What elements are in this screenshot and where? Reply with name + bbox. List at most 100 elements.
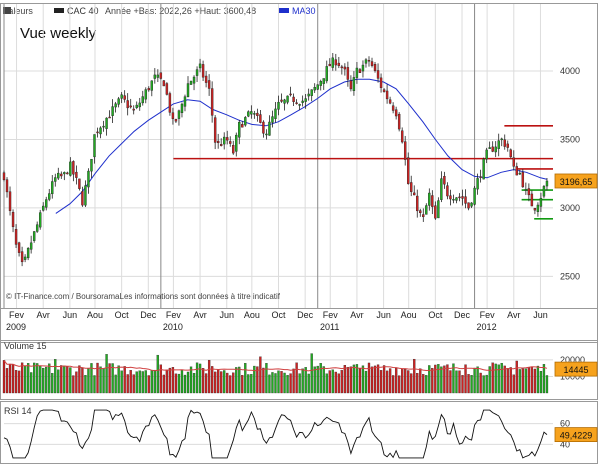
volume-bar-down [132,374,135,394]
price-grid [3,4,553,308]
candle-up [488,147,491,149]
volume-bar-up [316,365,319,394]
volume-bar-down [382,365,386,394]
volume-bar-up [274,373,277,394]
volume-bar-up [54,359,57,394]
candle-down [416,195,419,212]
volume-bar-up [304,367,307,394]
candle-down [446,185,449,197]
x-tick-label-year: 2010 [163,322,183,332]
candle-up [183,96,187,107]
candle-down [379,77,383,89]
volume-bar-up [135,371,138,394]
x-tick-label-month: Dec [140,310,157,320]
volume-bar-down [201,368,205,394]
volume-bar-up [90,363,93,394]
rsi-panel-frame [0,401,598,464]
candle-down [219,144,223,146]
volume-bar-down [416,373,419,394]
candle-down [81,191,84,206]
ma30-line [55,78,547,214]
rsi-title: RSI 14 [4,406,32,416]
volume-bar-down [11,364,15,394]
candle-down [367,60,371,62]
volume-bar-up [183,374,187,394]
candle-up [156,74,160,78]
volume-bar-up [265,363,268,394]
candle-down [207,80,211,89]
x-tick-label-month: Avr [350,310,363,320]
candle-up [93,134,96,158]
candle-up [298,104,301,106]
volume-bar-down [217,369,220,394]
volume-bar-down [126,374,129,394]
rsi-polyline [3,409,548,459]
candle-up [180,103,184,114]
volume-bar-down [479,372,482,394]
volume-bar-down [446,364,449,394]
volume-bar-up [42,367,45,394]
volume-bar-up [545,375,549,394]
candle-down [226,137,229,141]
volume-bar-up [26,363,30,394]
volume-bar-down [171,367,175,394]
volume-bar-down [108,363,111,394]
volume-bar-up [29,372,33,394]
volume-bar-up [319,363,322,394]
candle-up [84,185,87,206]
candle-up [455,197,458,201]
x-tick-label-month: Jun [376,310,391,320]
volume-bar-up [298,373,301,394]
volume-bar-down [346,366,350,394]
volume-bar-down [413,358,416,394]
candle-up [313,87,316,91]
volume-bar-up [138,370,141,394]
price-level-lines [173,124,553,220]
candle-down [171,112,175,120]
volume-bar-down [515,360,518,394]
volume-bar-down [521,368,524,394]
candle-up [485,149,488,160]
price-y-tick-label: 3500 [560,134,580,144]
volume-bar-down [373,365,377,394]
candle-down [8,191,12,211]
candle-down [5,179,9,193]
price-y-tick-label: 4000 [560,66,580,76]
volume-bar-up [283,372,286,394]
candle-up [494,146,497,153]
volume-badge-box [554,361,598,377]
volume-bar-down [72,375,75,394]
legend-cac-swatch [3,7,11,14]
candle-down [343,66,347,70]
volume-bar-up [39,366,42,394]
candle-up [244,117,247,126]
volume-bar-up [33,362,36,394]
candle-up [144,89,147,100]
volume-bar-up [322,366,325,394]
x-tick-label-year: 2009 [6,322,26,332]
volume-bar-up [57,369,60,394]
candle-up [235,134,238,152]
candle-down [422,214,425,218]
volume-bar-down [147,375,150,394]
candle-down [262,121,265,134]
x-tick-label-month: Aou [87,310,103,320]
volume-bar-down [443,365,446,394]
candle-up [539,197,543,207]
candle-up [198,63,202,69]
volume-bar-up [105,354,108,394]
candle-down [515,166,519,176]
volume-bar-down [159,364,163,394]
volume-bar-up [102,368,105,394]
volume-bar-down [391,375,395,394]
candle-up [283,99,286,104]
volume-bar-up [518,369,521,394]
volume-bar-up [51,373,54,394]
candle-up [364,59,368,64]
candle-up [542,186,546,197]
volume-bar-up [428,365,431,394]
x-tick-label-year: 2011 [320,322,339,332]
volume-bar-up [23,365,27,394]
volume-bar-up [111,363,114,394]
volume-bar-down [431,368,434,394]
